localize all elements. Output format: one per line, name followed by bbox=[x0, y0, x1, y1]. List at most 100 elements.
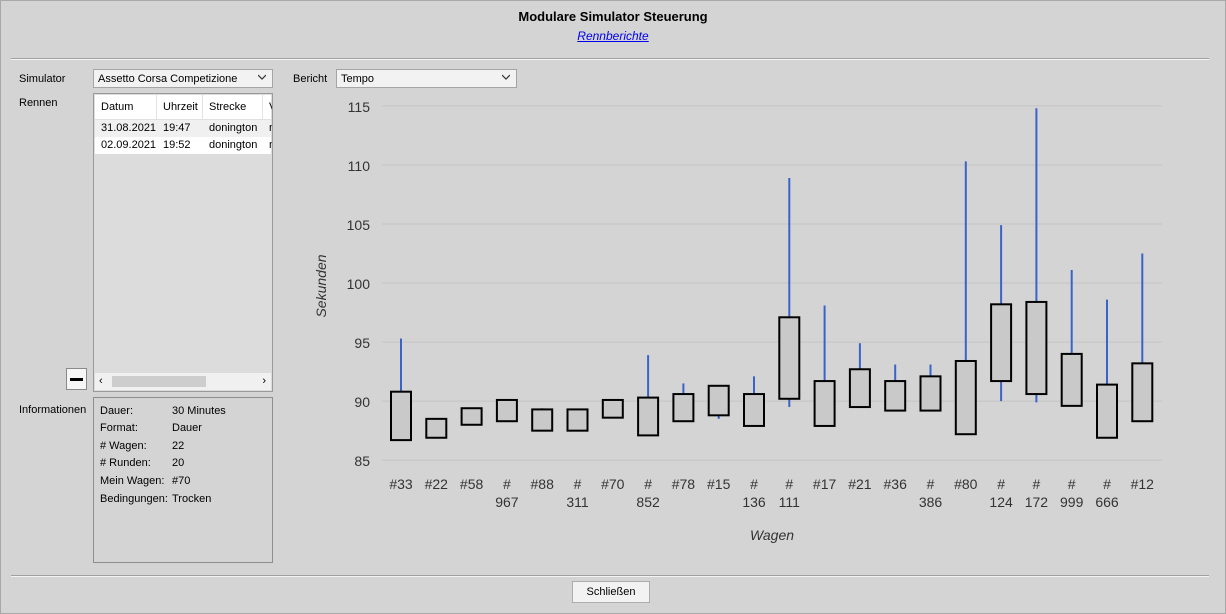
list-cell-uhrzeit: 19:47 bbox=[163, 122, 191, 134]
x-tick-label: # bbox=[503, 476, 511, 492]
rennen-list[interactable]: Datum Uhrzeit Strecke V 31.08.2021 19:47… bbox=[93, 93, 273, 392]
candle-box bbox=[672, 393, 695, 423]
x-tick-label: #58 bbox=[460, 476, 484, 492]
x-tick-label: # bbox=[785, 476, 793, 492]
report-link[interactable]: Rennberichte bbox=[577, 29, 649, 43]
list-item[interactable]: 02.09.2021 19:52 donington n bbox=[95, 137, 272, 154]
list-item[interactable]: 31.08.2021 19:47 donington n bbox=[95, 120, 272, 137]
close-button[interactable]: Schließen bbox=[572, 581, 650, 603]
candle-box bbox=[707, 384, 730, 417]
scrollbar-thumb[interactable] bbox=[112, 376, 206, 387]
x-tick-label: 386 bbox=[919, 494, 943, 510]
info-key: Mein Wagen: bbox=[100, 475, 165, 487]
x-tick-label: # bbox=[1033, 476, 1041, 492]
simulator-dropdown[interactable]: Assetto Corsa Competizione bbox=[93, 69, 273, 88]
candle-box bbox=[1060, 352, 1083, 407]
list-cell-uhrzeit: 19:52 bbox=[163, 139, 191, 151]
window-title: Modulare Simulator Steuerung bbox=[518, 9, 708, 24]
x-tick-label: #88 bbox=[531, 476, 555, 492]
x-tick-label: #70 bbox=[601, 476, 625, 492]
list-cell-datum: 31.08.2021 bbox=[101, 122, 157, 134]
info-value: 22 bbox=[172, 440, 185, 452]
top-divider bbox=[11, 58, 1209, 60]
info-key: Dauer: bbox=[100, 405, 134, 417]
minus-icon bbox=[70, 378, 83, 381]
candle-box bbox=[743, 393, 765, 427]
y-tick-label: 115 bbox=[348, 99, 371, 115]
info-key: Bedingungen: bbox=[100, 493, 168, 505]
x-tick-label: # bbox=[927, 476, 935, 492]
info-value: #70 bbox=[172, 475, 191, 487]
y-tick-label: 105 bbox=[347, 217, 371, 233]
chevron-down-icon bbox=[258, 74, 266, 80]
info-panel: Dauer: 30 Minutes Format: Dauer # Wagen: 22… bbox=[93, 397, 273, 563]
y-tick-label: 110 bbox=[348, 158, 371, 174]
info-key: # Wagen: bbox=[100, 440, 147, 452]
x-tick-label: 136 bbox=[742, 494, 766, 510]
lap-time-chart: 85 90 95 100 105 110 115 Sekunden Wagen #33 #22 #58… bbox=[313, 99, 1162, 543]
candle-box bbox=[813, 380, 836, 427]
rennen-list-header: Datum Uhrzeit Strecke V bbox=[95, 95, 272, 120]
candle-box bbox=[848, 368, 871, 409]
rennen-label: Rennen bbox=[19, 97, 58, 109]
candle-box bbox=[919, 375, 942, 412]
x-tick-label: 999 bbox=[1060, 494, 1084, 510]
y-tick-label: 85 bbox=[354, 453, 370, 469]
candle-box bbox=[778, 316, 801, 400]
informationen-label: Informationen bbox=[19, 404, 87, 416]
bericht-dropdown[interactable]: Tempo bbox=[336, 69, 517, 88]
column-header-datum[interactable]: Datum bbox=[95, 95, 157, 119]
x-tick-label: # bbox=[997, 476, 1005, 492]
x-tick-label: # bbox=[1068, 476, 1076, 492]
y-tick-label: 90 bbox=[354, 394, 370, 410]
x-tick-label: 852 bbox=[636, 494, 660, 510]
x-tick-label: 666 bbox=[1095, 494, 1119, 510]
x-tick-label: 311 bbox=[566, 494, 589, 510]
y-tick-label: 100 bbox=[347, 276, 371, 292]
candle-box bbox=[495, 398, 518, 423]
x-tick-label: 967 bbox=[495, 494, 519, 510]
list-cell-strecke: donington bbox=[209, 122, 258, 134]
remove-race-button[interactable] bbox=[66, 368, 87, 390]
chevron-left-icon[interactable]: ‹ bbox=[99, 375, 103, 387]
candle-box bbox=[425, 417, 448, 439]
y-axis-title: Sekunden bbox=[313, 254, 329, 317]
candle-box bbox=[601, 398, 624, 419]
candle-box bbox=[954, 359, 977, 436]
info-value: Dauer bbox=[172, 422, 202, 434]
candle-box bbox=[531, 408, 554, 432]
list-cell-datum: 02.09.2021 bbox=[101, 139, 157, 151]
column-header-uhrzeit[interactable]: Uhrzeit bbox=[157, 95, 203, 119]
candle-box bbox=[390, 390, 412, 442]
info-key: Format: bbox=[100, 422, 138, 434]
column-header-v[interactable]: V bbox=[263, 95, 272, 119]
candle-box bbox=[1096, 383, 1118, 439]
x-tick-label: #33 bbox=[389, 476, 413, 492]
x-tick-label: 111 bbox=[779, 494, 800, 510]
list-cell-v: n bbox=[263, 120, 272, 137]
x-axis-title: Wagen bbox=[750, 527, 794, 543]
x-tick-label: # bbox=[644, 476, 652, 492]
horizontal-scrollbar[interactable]: ‹ › bbox=[95, 373, 271, 390]
list-cell-strecke: donington bbox=[209, 139, 258, 151]
candle-box bbox=[990, 303, 1013, 383]
bottom-divider bbox=[11, 575, 1209, 577]
x-tick-label: # bbox=[1103, 476, 1111, 492]
candle-box bbox=[884, 380, 907, 412]
candle-box bbox=[637, 396, 660, 437]
y-tick-label: 95 bbox=[354, 335, 370, 351]
x-tick-label: #15 bbox=[707, 476, 731, 492]
x-tick-label: # bbox=[574, 476, 582, 492]
chevron-right-icon[interactable]: › bbox=[262, 375, 266, 387]
x-tick-label: #78 bbox=[672, 476, 696, 492]
info-value: Trocken bbox=[172, 493, 212, 505]
column-header-strecke[interactable]: Strecke bbox=[203, 95, 263, 119]
info-value: 20 bbox=[172, 457, 185, 469]
candle-box bbox=[1025, 300, 1048, 396]
bericht-dropdown-value: Tempo bbox=[341, 73, 375, 85]
simulator-dropdown-value: Assetto Corsa Competizione bbox=[98, 73, 238, 85]
bericht-label: Bericht bbox=[293, 73, 328, 85]
info-key: # Runden: bbox=[100, 457, 151, 469]
x-tick-label: #21 bbox=[848, 476, 872, 492]
candle-box bbox=[460, 407, 483, 426]
